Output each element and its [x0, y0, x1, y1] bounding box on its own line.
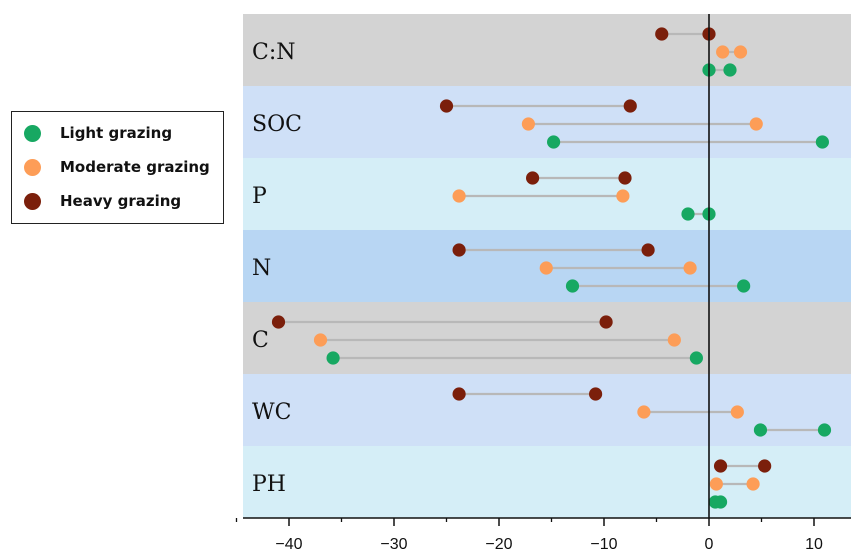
data-point: [737, 279, 751, 293]
data-point: [623, 99, 637, 113]
band-cn: [243, 14, 851, 86]
data-point: [452, 243, 466, 257]
category-bands: [243, 14, 851, 518]
heavy-grazing-swatch: [24, 192, 41, 210]
data-point: [667, 333, 681, 347]
data-point: [749, 117, 763, 131]
category-label: C: [252, 328, 269, 353]
x-tick-label: −10: [590, 536, 617, 552]
category-label: WC: [252, 400, 291, 425]
data-point: [439, 99, 454, 113]
moderate-grazing-swatch: [24, 158, 41, 176]
legend-item-moderate-grazing: Moderate grazing: [24, 158, 210, 176]
data-point: [753, 423, 768, 437]
legend-label-heavy-grazing: Heavy grazing: [60, 192, 182, 210]
data-point: [326, 351, 340, 365]
light-grazing-swatch: [24, 124, 41, 142]
data-point: [730, 405, 744, 419]
x-axis-ticks: −40 −30 −20 −10 0 10: [235, 518, 823, 552]
data-point: [589, 387, 603, 401]
data-point: [599, 315, 613, 329]
dumbbell-series: [271, 27, 832, 509]
category-label: PH: [252, 472, 286, 497]
band-soc: [243, 86, 851, 158]
x-tick-label: 0: [705, 536, 714, 552]
band-p: [243, 158, 851, 230]
band-wc: [243, 374, 851, 446]
category-label: N: [252, 256, 271, 281]
legend-item-light-grazing: Light grazing: [24, 124, 172, 142]
data-point: [547, 135, 561, 149]
data-point: [452, 387, 466, 401]
legend: Light grazing Moderate grazing Heavy gra…: [11, 111, 224, 224]
x-tick-label: 10: [805, 536, 823, 552]
data-point: [817, 423, 832, 437]
data-point: [452, 189, 466, 203]
legend-item-heavy-grazing: Heavy grazing: [24, 192, 181, 210]
data-point: [815, 135, 830, 149]
data-point: [565, 279, 580, 293]
data-point: [689, 351, 704, 365]
x-tick-label: −40: [275, 536, 302, 552]
data-point: [526, 171, 540, 185]
x-tick-label: −20: [485, 536, 512, 552]
data-point: [713, 495, 728, 509]
data-point: [716, 45, 730, 59]
legend-label-light-grazing: Light grazing: [60, 124, 173, 142]
data-point: [713, 459, 728, 473]
data-point: [616, 189, 630, 203]
category-label: C:N: [252, 40, 296, 65]
data-point: [641, 243, 655, 257]
data-point: [655, 27, 669, 41]
category-labels: C:N SOC P N C WC PH: [252, 40, 302, 497]
band-ph: [243, 446, 851, 518]
data-point: [637, 405, 651, 419]
data-point: [618, 171, 632, 185]
data-point: [271, 315, 286, 329]
data-point: [746, 477, 760, 491]
data-point: [758, 459, 772, 473]
category-label: SOC: [252, 112, 302, 137]
data-point: [681, 207, 695, 221]
data-point: [709, 477, 723, 491]
data-point: [521, 117, 536, 131]
legend-label-moderate-grazing: Moderate grazing: [60, 158, 210, 176]
data-point: [539, 261, 553, 275]
band-c: [243, 302, 851, 374]
x-tick-label: −30: [380, 536, 407, 552]
data-point: [733, 45, 748, 59]
category-label: P: [252, 184, 267, 209]
data-point: [313, 333, 328, 347]
data-point: [723, 63, 737, 77]
data-point: [683, 261, 697, 275]
